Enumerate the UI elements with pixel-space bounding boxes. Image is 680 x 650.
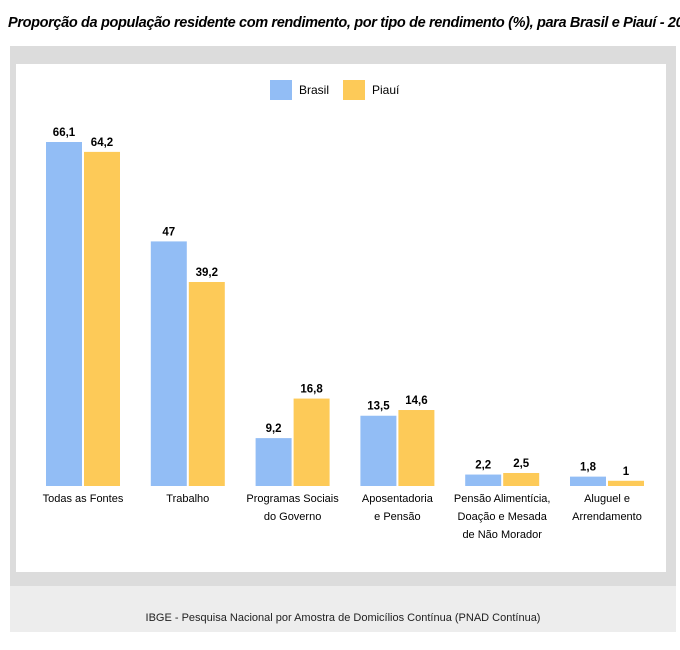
category-label-2: do Governo (264, 511, 321, 523)
value-label-brasil-1: 47 (162, 226, 175, 238)
category-label-2: Programas Sociais (246, 493, 339, 505)
value-label-piaui-4: 2,5 (513, 458, 530, 470)
legend-swatch-brasil (270, 80, 292, 100)
category-label-3: Aposentadoria (362, 493, 434, 505)
category-label-4: Pensão Alimentícia, (454, 493, 551, 505)
value-label-brasil-2: 9,2 (266, 423, 282, 435)
category-label-0: Todas as Fontes (43, 493, 124, 505)
category-label-3: e Pensão (374, 511, 420, 523)
bar-brasil-4 (465, 474, 502, 486)
category-label-4: Doação e Mesada (458, 511, 548, 523)
category-label-5: Arrendamento (572, 511, 642, 523)
value-label-piaui-3: 14,6 (405, 395, 427, 407)
legend-label-brasil: Brasil (299, 83, 330, 97)
source-note: IBGE - Pesquisa Nacional por Amostra de … (10, 586, 676, 632)
bar-piaui-2 (293, 398, 330, 486)
bar-brasil-2 (255, 438, 292, 486)
bar-brasil-5 (570, 476, 606, 486)
bar-piaui-1 (188, 281, 225, 486)
value-label-piaui-0: 64,2 (91, 137, 113, 149)
bar-brasil-3 (360, 415, 397, 486)
bar-chart: 66,1 64,2 Todas as Fontes 47 39,2 Trabalho 9,2… (43, 127, 644, 541)
chart-title: Proporção da população residente com ren… (0, 0, 680, 46)
value-label-brasil-5: 1,8 (580, 462, 597, 474)
category-label-5: Aluguel e (584, 493, 630, 505)
value-label-brasil-4: 2,2 (475, 460, 491, 472)
legend: Brasil Piauí (270, 80, 399, 100)
value-label-brasil-3: 13,5 (367, 401, 390, 413)
category-label-4: de Não Morador (462, 529, 542, 541)
value-label-piaui-2: 16,8 (300, 384, 323, 396)
plot-panel (16, 64, 666, 572)
value-label-brasil-0: 66,1 (53, 127, 76, 139)
bar-brasil-0 (46, 142, 82, 486)
category-label-1: Trabalho (166, 493, 209, 505)
value-label-piaui-5: 1 (623, 466, 630, 478)
legend-item-brasil: Brasil (270, 80, 329, 100)
bar-piaui-5 (608, 480, 644, 486)
legend-label-piaui: Piauí (372, 83, 400, 97)
bar-piaui-3 (398, 410, 435, 486)
legend-item-piaui: Piauí (343, 80, 399, 100)
bar-brasil-1 (150, 241, 187, 486)
legend-swatch-piaui (343, 80, 366, 100)
bar-piaui-0 (84, 151, 120, 486)
value-label-piaui-1: 39,2 (196, 267, 218, 279)
bar-piaui-4 (503, 472, 540, 486)
